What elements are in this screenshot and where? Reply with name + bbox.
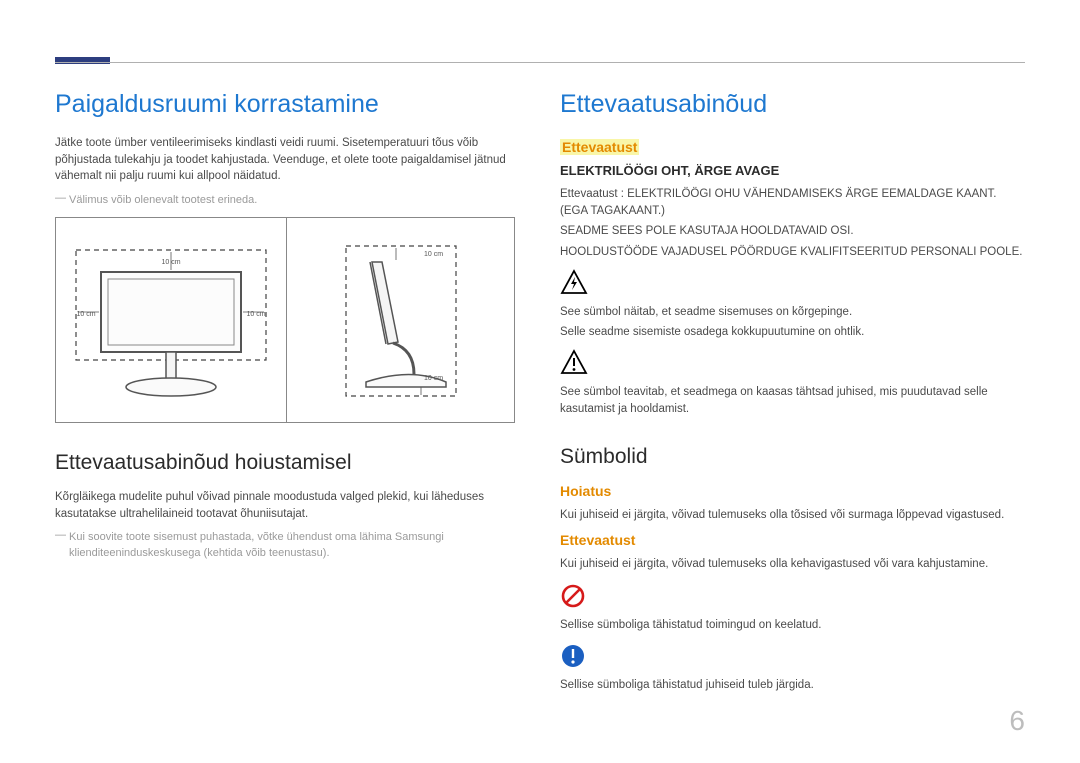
left-h1: Paigaldusruumi korrastamine <box>55 90 520 119</box>
warning-label: Hoiatus <box>560 483 1025 499</box>
monitor-side-svg: 10 cm 10 cm <box>336 232 466 412</box>
svg-text:10 cm: 10 cm <box>424 251 443 258</box>
exclaim-p: See sümbol teavitab, et seadmega on kaas… <box>560 384 1025 417</box>
side-view-cell: 10 cm 10 cm <box>287 218 514 422</box>
right-column: Ettevaatusabinõud Ettevaatust ELEKTRILÖÖ… <box>560 90 1025 702</box>
follow-p: Sellise sümboliga tähistatud juhiseid tu… <box>560 677 1025 694</box>
shock-p2: SEADME SEES POLE KASUTAJA HOOLDATAVAID O… <box>560 223 1025 240</box>
prohibit-p: Sellise sümboliga tähistatud toimingud o… <box>560 617 1025 634</box>
page-body: Paigaldusruumi korrastamine Jätke toote … <box>0 0 1080 732</box>
left-note-cleaning: Kui soovite toote sisemust puhastada, võ… <box>55 530 520 562</box>
high-voltage-icon <box>560 269 588 295</box>
voltage-p2: Selle seadme sisemiste osadega kokkupuut… <box>560 324 1025 341</box>
right-h1: Ettevaatusabinõud <box>560 90 1025 119</box>
caution-label-1: Ettevaatust <box>560 139 639 155</box>
header-rule <box>55 62 1025 63</box>
left-h2-storage: Ettevaatusabinõud hoiustamisel <box>55 451 520 475</box>
monitor-front-svg: 10 cm 10 cm 10 cm <box>66 232 276 412</box>
shock-p1: Ettevaatust : ELEKTRILÖÖGI OHU VÄHENDAMI… <box>560 186 1025 219</box>
clearance-diagram: 10 cm 10 cm 10 cm <box>55 217 515 423</box>
svg-text:10 cm: 10 cm <box>424 375 443 382</box>
caution-label-2: Ettevaatust <box>560 532 1025 548</box>
prohibit-icon <box>560 583 586 609</box>
front-view-cell: 10 cm 10 cm 10 cm <box>56 218 287 422</box>
shock-heading: ELEKTRILÖÖGI OHT, ÄRGE AVAGE <box>560 163 1025 178</box>
page-number: 6 <box>1009 705 1025 737</box>
voltage-p1: See sümbol näitab, et seadme sisemuses o… <box>560 304 1025 321</box>
right-h2-symbols: Sümbolid <box>560 445 1025 469</box>
left-intro: Jätke toote ümber ventileerimiseks kindl… <box>55 135 520 185</box>
warning-p: Kui juhiseid ei järgita, võivad tulemuse… <box>560 507 1025 524</box>
left-note-appearance: Välimus võib olenevalt tootest erineda. <box>55 193 520 209</box>
exclamation-triangle-icon <box>560 349 588 375</box>
storage-paragraph: Kõrgläikega mudelite puhul võivad pinnal… <box>55 489 520 522</box>
shock-p3: HOOLDUSTÖÖDE VAJADUSEL PÖÖRDUGE KVALIFIT… <box>560 244 1025 261</box>
left-column: Paigaldusruumi korrastamine Jätke toote … <box>55 90 520 702</box>
caution2-p: Kui juhiseid ei järgita, võivad tulemuse… <box>560 556 1025 573</box>
mandatory-icon <box>560 643 586 669</box>
